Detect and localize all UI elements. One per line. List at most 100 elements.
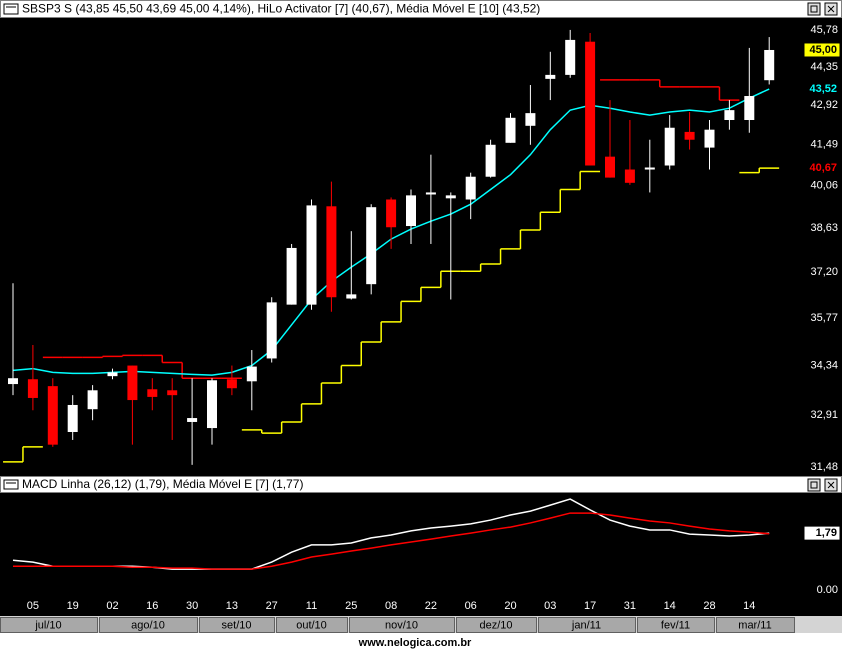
candle-body (565, 39, 576, 75)
candle-body (266, 302, 277, 359)
series-line (13, 512, 770, 570)
x-tick-label: 03 (544, 600, 556, 612)
x-tick-label: 22 (425, 600, 437, 612)
month-band (456, 617, 537, 633)
month-band (538, 617, 636, 633)
candle-body (764, 49, 775, 81)
candle-body (684, 131, 695, 140)
candle-body (127, 365, 138, 401)
x-tick-label: 27 (266, 600, 278, 612)
candle-body (306, 205, 317, 305)
candle-body (704, 129, 715, 148)
macd-panel (0, 493, 842, 616)
month-label: out/10 (296, 619, 327, 631)
candle-body (664, 127, 675, 166)
candle-body (724, 110, 735, 121)
y-tick-label: 45,78 (810, 24, 838, 36)
candle-body (67, 404, 78, 433)
y-tick-label: 31,48 (810, 461, 838, 473)
y-tick-label: 41,49 (810, 139, 838, 151)
y-tick-label: 37,20 (810, 266, 838, 278)
candle-body (207, 380, 217, 429)
month-band (99, 617, 198, 633)
maximize-icon (810, 5, 818, 13)
candle-body (107, 372, 118, 377)
month-label: mar/11 (738, 619, 771, 631)
candle-body (147, 389, 158, 397)
y-tick-label: 38,63 (810, 222, 838, 234)
x-tick-label: 05 (27, 600, 39, 612)
x-tick-label: 19 (67, 600, 79, 612)
footer: www.nelogica.com.br (358, 637, 472, 649)
x-tick-label: 31 (624, 600, 636, 612)
candle-body (326, 206, 337, 298)
chart-title: MACD Linha (26,12) (1,79), Média Móvel E… (22, 477, 303, 491)
candle-body (286, 247, 297, 305)
close-icon (827, 5, 835, 13)
candle-body (525, 113, 536, 126)
candle-body (386, 199, 397, 228)
candle-body (744, 96, 755, 121)
month-band (716, 617, 795, 633)
x-tick-label: 25 (345, 600, 357, 612)
month-label: fev/11 (661, 619, 690, 631)
candle-body (246, 366, 257, 382)
x-tick-label: 06 (465, 600, 477, 612)
value-marker-label: 40,67 (809, 162, 837, 174)
y-tick-label: 32,91 (810, 409, 838, 421)
month-label: set/10 (222, 619, 252, 631)
candle-body (187, 418, 198, 422)
x-tick-label: 28 (703, 600, 715, 612)
candle-body (585, 41, 596, 166)
x-tick-label: 20 (504, 600, 516, 612)
candle-body (226, 379, 237, 389)
month-band (637, 617, 715, 633)
month-band (199, 617, 275, 633)
month-band (349, 617, 455, 633)
candle-body (465, 176, 476, 200)
value-marker-label: 1,79 (816, 527, 837, 539)
y-tick-label: 35,77 (810, 312, 838, 324)
price-panel (0, 18, 842, 476)
month-label: nov/10 (385, 619, 418, 631)
value-marker (804, 161, 840, 176)
window-icon (3, 479, 19, 490)
candle-body (644, 167, 655, 170)
candle-body (624, 169, 635, 183)
y-tick-label: 44,35 (810, 61, 838, 73)
x-tick-label: 08 (385, 600, 397, 612)
y-tick-label: 34,34 (810, 359, 838, 371)
value-marker (803, 42, 841, 58)
month-label: jan/11 (571, 619, 601, 631)
window-icon (3, 3, 19, 15)
x-tick-label: 14 (743, 600, 755, 612)
candle-body (366, 207, 377, 285)
x-tick-label: 11 (306, 600, 317, 612)
candle-body (545, 74, 556, 79)
candle-body (87, 390, 98, 410)
value-marker-label: 43,52 (809, 83, 837, 95)
candle-body (346, 294, 357, 299)
chart-title: SBSP3 S (43,85 45,50 43,69 45,00 4,14%),… (22, 2, 540, 16)
y-tick-label: 42,92 (810, 99, 838, 111)
candle-body (8, 378, 18, 385)
candle-body (505, 117, 516, 143)
candle-body (445, 195, 456, 199)
candle-body (485, 144, 496, 177)
value-marker (804, 82, 840, 97)
candle-body (425, 192, 436, 195)
candle-body (167, 390, 178, 396)
month-band (276, 617, 348, 633)
month-label: jul/10 (34, 619, 61, 631)
y-tick-label: 0.00 (817, 584, 838, 596)
x-tick-label: 17 (584, 600, 596, 612)
maximize-button[interactable] (807, 478, 821, 492)
month-label: ago/10 (131, 619, 165, 631)
candle-body (406, 195, 416, 227)
x-tick-label: 14 (664, 600, 676, 612)
maximize-button[interactable] (807, 2, 821, 16)
x-tick-label: 13 (226, 600, 238, 612)
x-tick-label: 02 (106, 600, 118, 612)
